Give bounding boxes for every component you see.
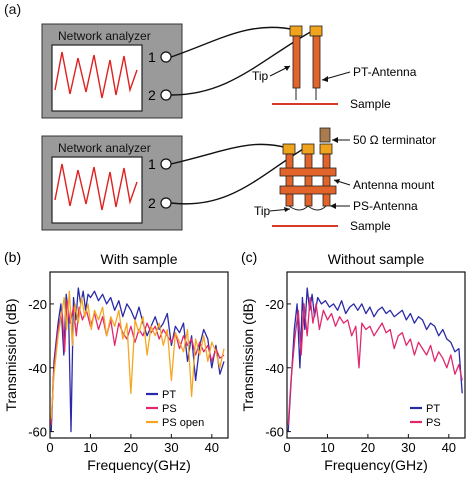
y-tick-label: -40 bbox=[28, 361, 47, 376]
y-axis-label: Transmission (dB) bbox=[3, 298, 19, 411]
y-tick-label: -40 bbox=[265, 361, 284, 376]
tip-label-top: Tip bbox=[252, 69, 269, 83]
port-2-connector-2 bbox=[160, 197, 172, 209]
series-line-pt bbox=[50, 287, 225, 433]
ps-pad-center bbox=[301, 143, 315, 155]
terminator-label: 50 Ω terminator bbox=[353, 133, 436, 147]
x-axis-label: Frequency(GHz) bbox=[324, 457, 427, 473]
series-line-ps-open bbox=[50, 290, 225, 419]
mount-bar-lower bbox=[279, 185, 337, 195]
y-tick-label: -20 bbox=[28, 297, 47, 312]
chart-with-sample: (b) With sample 0 10 20 30 40 -20 -40 -60 Frequenc… bbox=[3, 249, 229, 473]
terminator-block bbox=[319, 127, 331, 143]
port-2-connector bbox=[160, 89, 172, 101]
ps-arm-right bbox=[322, 153, 331, 207]
x-tick-label: 40 bbox=[205, 440, 219, 455]
legend-entry: PS bbox=[162, 403, 177, 415]
tip-label-bottom: Tip bbox=[254, 204, 271, 218]
port-2-label-2: 2 bbox=[148, 195, 156, 211]
cable-2-top bbox=[170, 29, 315, 96]
x-tick-label: 0 bbox=[283, 440, 290, 455]
legend-entry: PS open bbox=[162, 417, 204, 429]
x-tick-label: 30 bbox=[401, 440, 415, 455]
antenna-mount-label: Antenna mount bbox=[353, 178, 435, 192]
mount-bar-upper bbox=[279, 167, 337, 177]
x-tick-label: 10 bbox=[83, 440, 97, 455]
sample-label-top: Sample bbox=[350, 97, 391, 111]
ps-pad-right bbox=[319, 143, 333, 155]
cable-1-top bbox=[170, 26, 297, 58]
ps-arm-left bbox=[285, 153, 294, 207]
panel-a-label: (a) bbox=[4, 1, 22, 17]
chart-title: With sample bbox=[100, 251, 177, 267]
plot-frame bbox=[286, 271, 466, 439]
pt-antenna-label: PT-Antenna bbox=[353, 65, 417, 79]
y-tick-label: -60 bbox=[265, 425, 284, 440]
x-tick-label: 40 bbox=[442, 440, 456, 455]
x-tick-label: 20 bbox=[361, 440, 375, 455]
x-tick-label: 30 bbox=[164, 440, 178, 455]
cable-1-bottom bbox=[170, 143, 289, 165]
legend-entry: PT bbox=[162, 389, 176, 401]
ps-arm-center bbox=[304, 153, 313, 207]
y-tick-label: -20 bbox=[265, 297, 284, 312]
analyzer-trace-1 bbox=[54, 51, 138, 99]
analyzer-trace-2 bbox=[54, 163, 138, 211]
port-1-label-2: 1 bbox=[148, 156, 156, 172]
chart-without-sample: (c) Without sample 0 10 20 30 40 -20 -40 -60 Frequ… bbox=[240, 249, 466, 473]
analyzer-title-2: Network analyzer bbox=[58, 141, 151, 155]
x-tick-label: 20 bbox=[124, 440, 138, 455]
port-2-label: 2 bbox=[148, 87, 156, 103]
ps-pad-left bbox=[282, 143, 296, 155]
plot-frame bbox=[49, 271, 229, 439]
x-tick-label: 10 bbox=[320, 440, 334, 455]
y-axis-label: Transmission (dB) bbox=[240, 298, 256, 411]
analyzer-title-1: Network analyzer bbox=[58, 29, 151, 43]
panel-label-c: (c) bbox=[241, 249, 257, 265]
panel-label-b: (b) bbox=[4, 249, 21, 265]
ps-antenna-label: PS-Antenna bbox=[353, 199, 418, 213]
pt-pad-left bbox=[289, 25, 303, 37]
pt-arm-right bbox=[312, 35, 321, 89]
chart-title: Without sample bbox=[328, 251, 425, 267]
port-1-label: 1 bbox=[148, 49, 156, 65]
pt-pad-right bbox=[309, 25, 323, 37]
series-line-ps bbox=[287, 296, 463, 426]
port-1-connector bbox=[160, 51, 172, 63]
legend-entry: PS bbox=[426, 417, 441, 429]
y-tick-label: -60 bbox=[28, 425, 47, 440]
sample-label-bottom: Sample bbox=[350, 219, 391, 233]
legend-entry: PT bbox=[426, 403, 440, 415]
series-line-ps bbox=[50, 300, 225, 426]
x-tick-label: 0 bbox=[46, 440, 53, 455]
port-1-connector-2 bbox=[160, 158, 172, 170]
panel-a-schematic: Network analyzer 1 2 Network analyzer 1 … bbox=[41, 23, 436, 233]
x-axis-label: Frequency(GHz) bbox=[87, 457, 190, 473]
pt-arm-left bbox=[292, 35, 301, 89]
